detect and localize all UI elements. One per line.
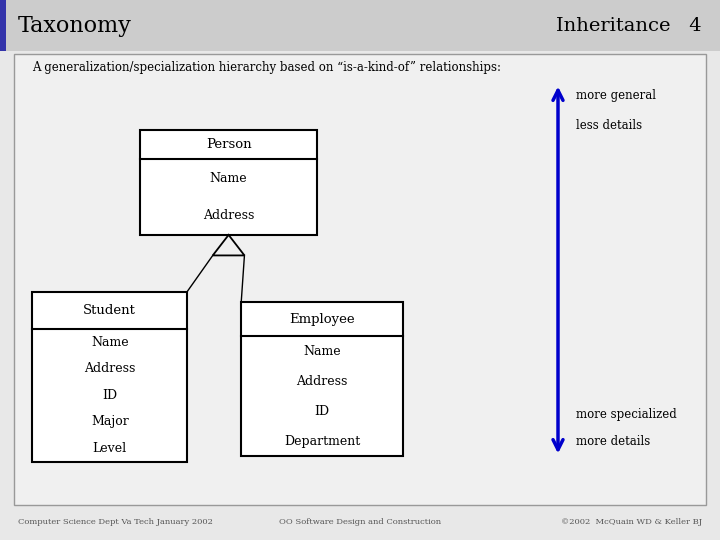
Text: Address: Address xyxy=(84,362,135,375)
Text: Student: Student xyxy=(84,304,136,317)
Bar xyxy=(241,302,403,456)
Text: Level: Level xyxy=(93,442,127,455)
Text: more specialized: more specialized xyxy=(576,408,677,421)
Bar xyxy=(0,0,6,51)
Text: OO Software Design and Construction: OO Software Design and Construction xyxy=(279,518,441,526)
Text: Department: Department xyxy=(284,435,360,448)
Text: Address: Address xyxy=(203,210,254,222)
Text: Person: Person xyxy=(206,138,251,151)
Text: Employee: Employee xyxy=(289,313,355,326)
Text: Name: Name xyxy=(210,172,248,185)
Bar xyxy=(0,0,720,51)
Text: Inheritance   4: Inheritance 4 xyxy=(557,17,702,35)
Text: Name: Name xyxy=(303,345,341,358)
Bar xyxy=(32,292,187,462)
Text: less details: less details xyxy=(576,119,642,132)
Text: ID: ID xyxy=(315,405,330,418)
Text: Taxonomy: Taxonomy xyxy=(18,15,132,37)
Text: Computer Science Dept Va Tech January 2002: Computer Science Dept Va Tech January 20… xyxy=(18,518,213,526)
Text: ID: ID xyxy=(102,389,117,402)
Text: Major: Major xyxy=(91,415,129,428)
Text: ©2002  McQuain WD & Keller BJ: ©2002 McQuain WD & Keller BJ xyxy=(561,518,702,526)
Bar xyxy=(140,130,317,235)
Text: A generalization/specialization hierarchy based on “is-a-kind-of” relationships:: A generalization/specialization hierarch… xyxy=(32,61,501,74)
Text: more details: more details xyxy=(576,435,650,448)
Text: more general: more general xyxy=(576,89,656,102)
Text: Address: Address xyxy=(297,375,348,388)
Text: Name: Name xyxy=(91,336,129,349)
Bar xyxy=(14,54,706,505)
